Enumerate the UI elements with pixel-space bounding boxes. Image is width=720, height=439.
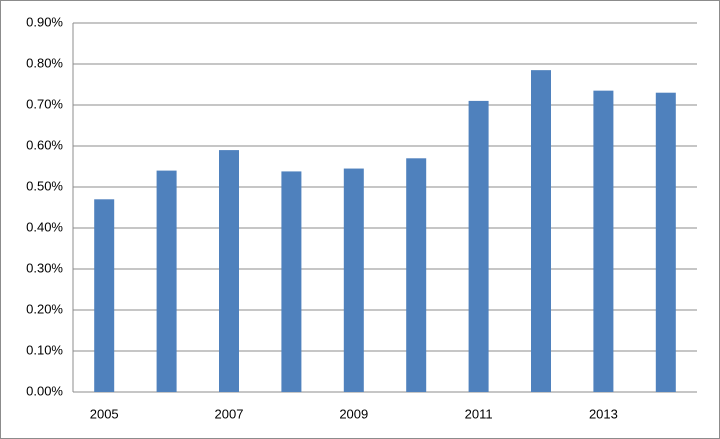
- y-tick-label: 0.30%: [26, 260, 63, 275]
- y-tick-label: 0.50%: [26, 178, 63, 193]
- y-tick-label: 0.60%: [26, 137, 63, 152]
- y-tick-label: 0.20%: [26, 301, 63, 316]
- bar: [219, 150, 239, 392]
- bar: [281, 171, 302, 392]
- y-tick-label: 0.40%: [26, 219, 63, 234]
- bar: [406, 158, 427, 392]
- y-tick-label: 0.10%: [26, 342, 63, 357]
- x-tick-label: 2005: [90, 406, 119, 421]
- bar: [593, 90, 614, 393]
- x-tick-label: 2013: [589, 406, 618, 421]
- x-tick-label: 2007: [215, 406, 244, 421]
- bar: [655, 92, 676, 392]
- y-tick-label: 0.70%: [26, 96, 63, 111]
- y-tick-label: 0.80%: [26, 55, 63, 70]
- x-tick-label: 2011: [465, 406, 493, 421]
- bar: [468, 100, 489, 393]
- y-tick-label: 0.90%: [26, 14, 63, 29]
- x-tick-label: 2009: [339, 406, 368, 421]
- bar: [94, 199, 115, 392]
- bar: [343, 168, 364, 392]
- y-tick-label: 0.00%: [26, 383, 63, 398]
- bar: [531, 70, 551, 393]
- bar: [156, 170, 177, 392]
